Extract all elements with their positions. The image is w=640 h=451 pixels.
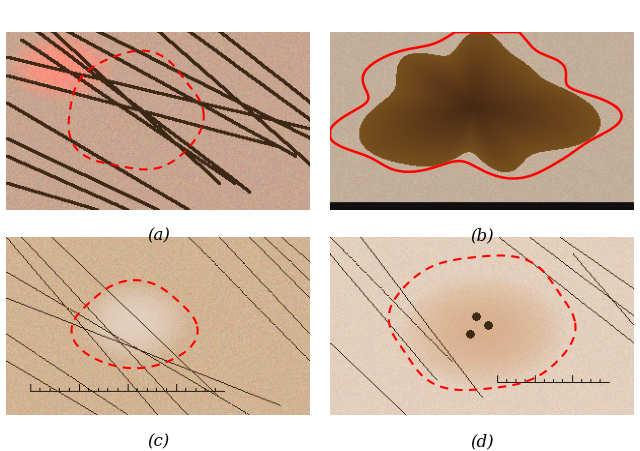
Text: (d): (d) (470, 433, 493, 450)
Text: (a): (a) (147, 228, 170, 245)
Text: (b): (b) (470, 228, 493, 245)
Text: (c): (c) (147, 433, 170, 450)
